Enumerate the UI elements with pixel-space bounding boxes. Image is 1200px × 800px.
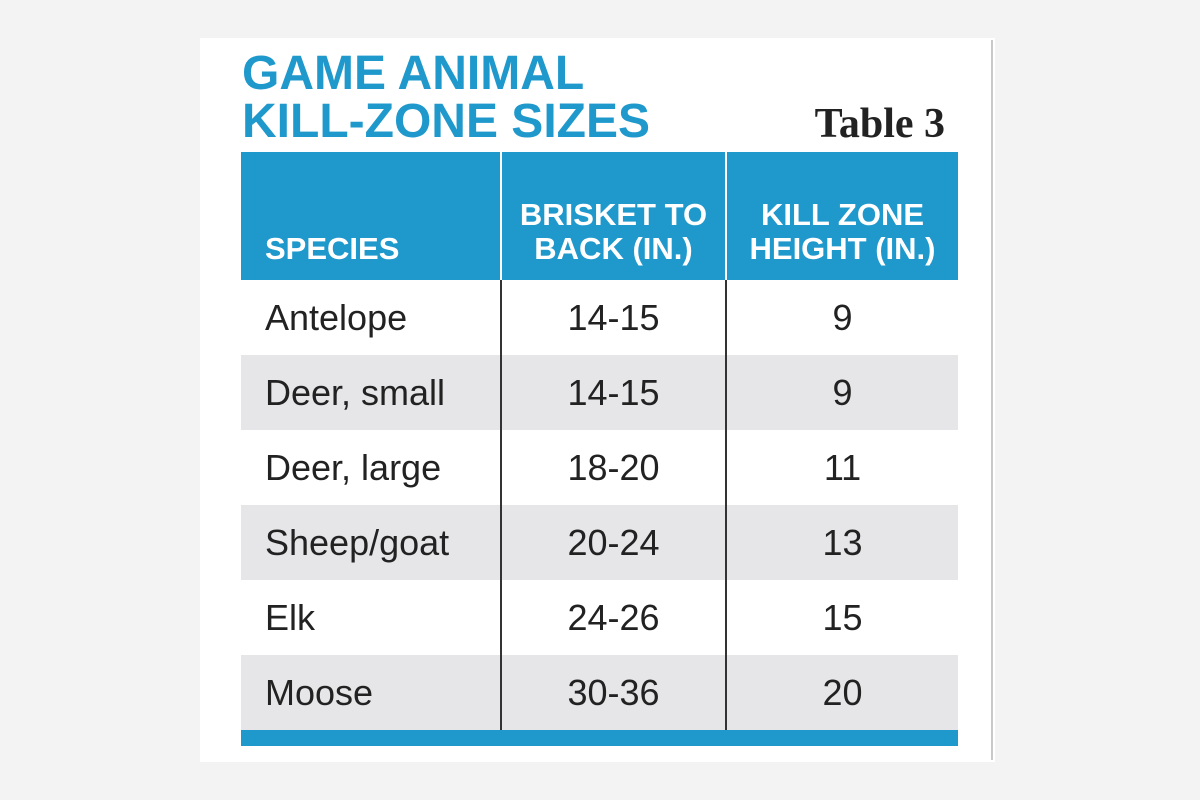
column-header-species-line-1: SPECIES [265, 231, 400, 266]
table-row: Antelope 14-15 9 [241, 280, 958, 355]
table-row: Deer, small 14-15 9 [241, 355, 958, 430]
table-title-line-2: KILL-ZONE SIZES [242, 95, 650, 148]
column-header-brisket-to-back: BRISKET TO BACK (IN.) [500, 152, 726, 280]
cell-kill-zone-height: 9 [725, 280, 958, 355]
column-header-killzone-line-1: KILL ZONE [760, 197, 925, 232]
cell-kill-zone-height: 11 [725, 430, 958, 505]
cell-brisket-to-back: 18-20 [500, 430, 726, 505]
column-header-brisket-line-1: BRISKET TO [519, 197, 708, 232]
table-title: GAME ANIMAL KILL-ZONE SIZES [242, 50, 650, 146]
cell-species: Moose [241, 655, 501, 730]
cell-kill-zone-height: 20 [725, 655, 958, 730]
table-row: Deer, large 18-20 11 [241, 430, 958, 505]
cell-kill-zone-height: 15 [725, 580, 958, 655]
column-header-killzone-line-2: HEIGHT (IN.) [749, 231, 936, 266]
cell-kill-zone-height: 13 [725, 505, 958, 580]
cell-species: Deer, large [265, 446, 442, 488]
table-body: Antelope 14-15 9 Deer, small 14-15 9 Dee… [241, 280, 958, 730]
footer-accent-bar [241, 730, 958, 746]
table-header: SPECIES BRISKET TO BACK (IN.) KILL ZONE … [241, 152, 958, 280]
column-header-kill-zone-height: KILL ZONE HEIGHT (IN.) [725, 152, 958, 280]
cell-species: Antelope [265, 296, 408, 338]
cell-species: Elk [265, 596, 316, 638]
table-row: Elk 24-26 15 [241, 580, 958, 655]
table-footer [241, 730, 958, 746]
cell-species: Sheep/goat [241, 505, 501, 580]
cell-brisket-to-back: 20-24 [500, 505, 726, 580]
cell-brisket-to-back: 24-26 [500, 580, 726, 655]
card-edge-divider [991, 40, 993, 760]
column-header-species: SPECIES [241, 152, 501, 280]
table-title-line-1: GAME ANIMAL [242, 47, 585, 100]
kill-zone-table: SPECIES BRISKET TO BACK (IN.) KILL ZONE … [241, 152, 958, 746]
cell-kill-zone-height: 9 [725, 355, 958, 430]
column-header-brisket-line-2: BACK (IN.) [534, 231, 693, 266]
header-row: SPECIES BRISKET TO BACK (IN.) KILL ZONE … [241, 152, 958, 280]
table-row: Moose 30-36 20 [241, 655, 958, 730]
cell-brisket-to-back: 30-36 [500, 655, 726, 730]
cell-brisket-to-back: 14-15 [500, 355, 726, 430]
table-number-label: Table 3 [814, 101, 945, 147]
table-row: Sheep/goat 20-24 13 [241, 505, 958, 580]
footer-bar-row [241, 730, 958, 746]
cell-species: Deer, small [241, 355, 501, 430]
cell-brisket-to-back: 14-15 [500, 280, 726, 355]
